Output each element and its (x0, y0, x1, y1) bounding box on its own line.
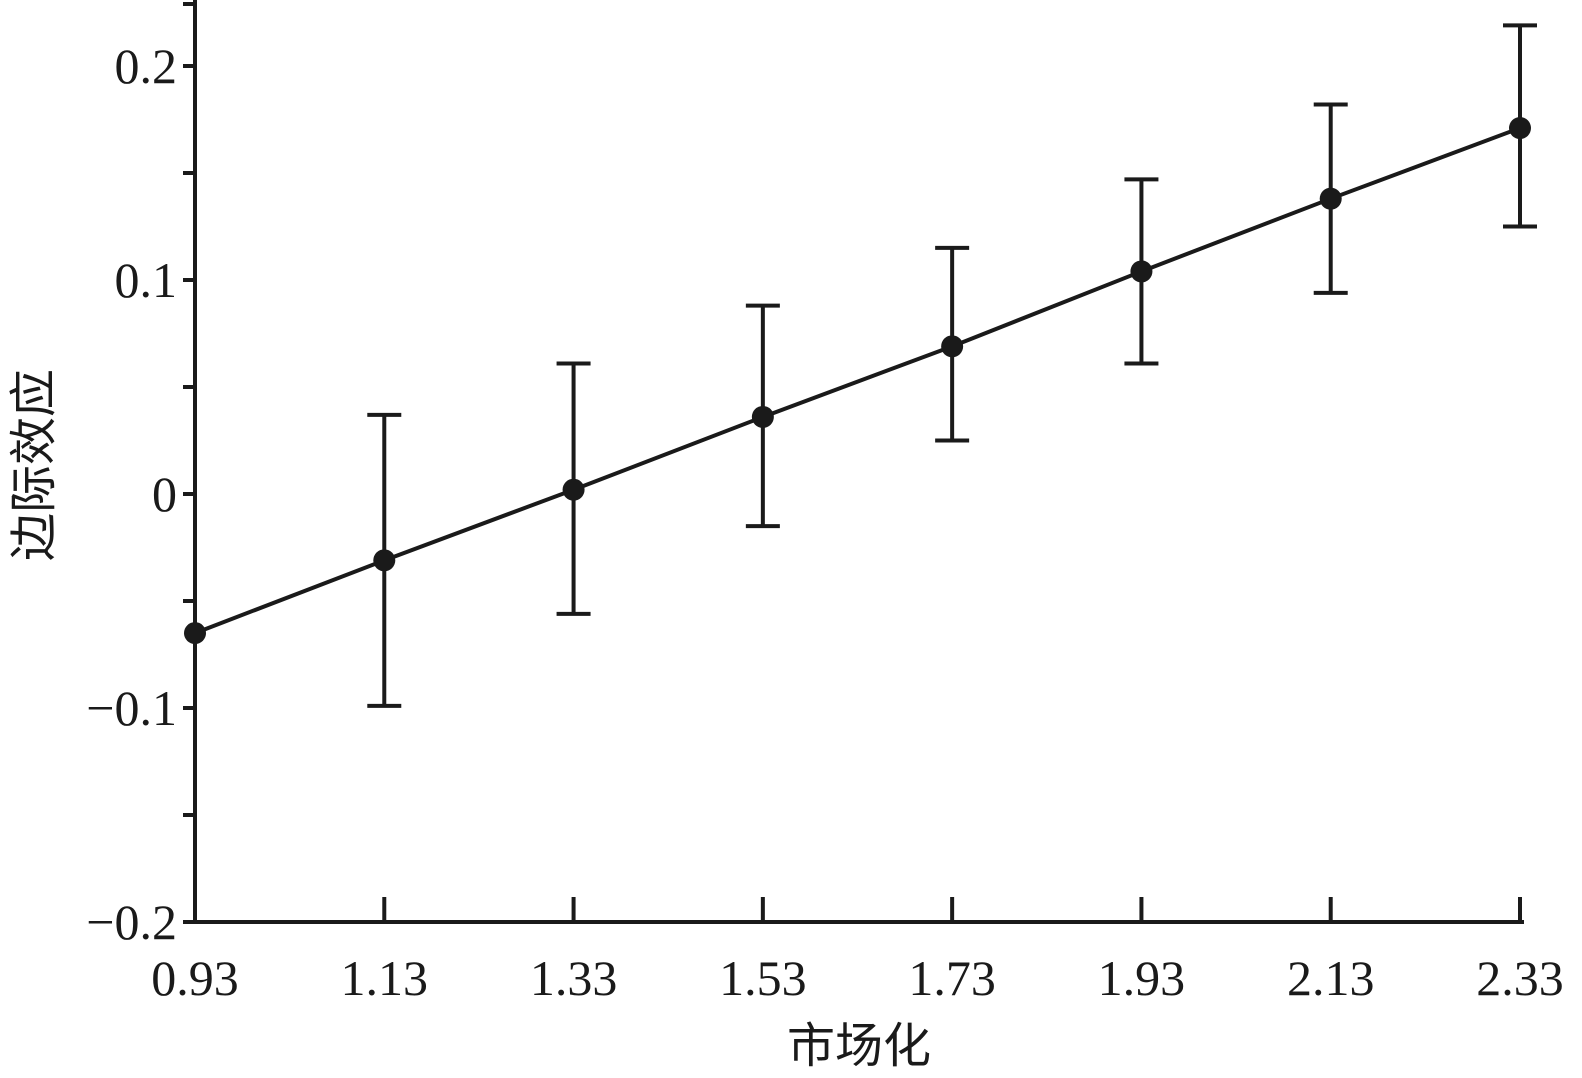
y-tick-label: −0.1 (86, 680, 177, 736)
data-point (1509, 117, 1531, 140)
data-point (751, 405, 774, 428)
data-point (941, 335, 964, 358)
x-tick-label: 2.13 (1287, 950, 1375, 1006)
x-tick-label: 2.33 (1476, 950, 1564, 1006)
data-point (562, 478, 585, 501)
x-tick-label: 1.93 (1098, 950, 1186, 1006)
error-bars (367, 23, 1537, 708)
y-tick-label: 0.2 (115, 38, 178, 94)
x-tick-label: 1.53 (719, 950, 807, 1006)
axes (193, 0, 1524, 924)
x-ticks: 0.93 1.13 1.33 1.53 1.73 1.93 2.13 2.33 (151, 897, 1564, 1006)
y-tick-label: 0 (152, 466, 177, 522)
x-tick-label: 1.33 (530, 950, 618, 1006)
series-line (194, 126, 1521, 635)
series-group (184, 117, 1531, 645)
data-point (1319, 187, 1342, 210)
y-tick-label: −0.2 (86, 894, 177, 950)
y-tick-label: 0.1 (115, 252, 178, 308)
data-point (373, 549, 396, 572)
x-tick-label: 0.93 (151, 950, 239, 1006)
y-ticks: −0.2 −0.1 0 0.1 0.2 (86, 2, 195, 950)
data-point (184, 622, 206, 645)
x-tick-label: 1.73 (908, 950, 996, 1006)
data-point (1130, 260, 1153, 283)
x-axis-title: 市场化 (787, 1018, 931, 1074)
x-tick-label: 1.13 (341, 950, 429, 1006)
y-axis-title: 边际效应 (6, 369, 62, 561)
